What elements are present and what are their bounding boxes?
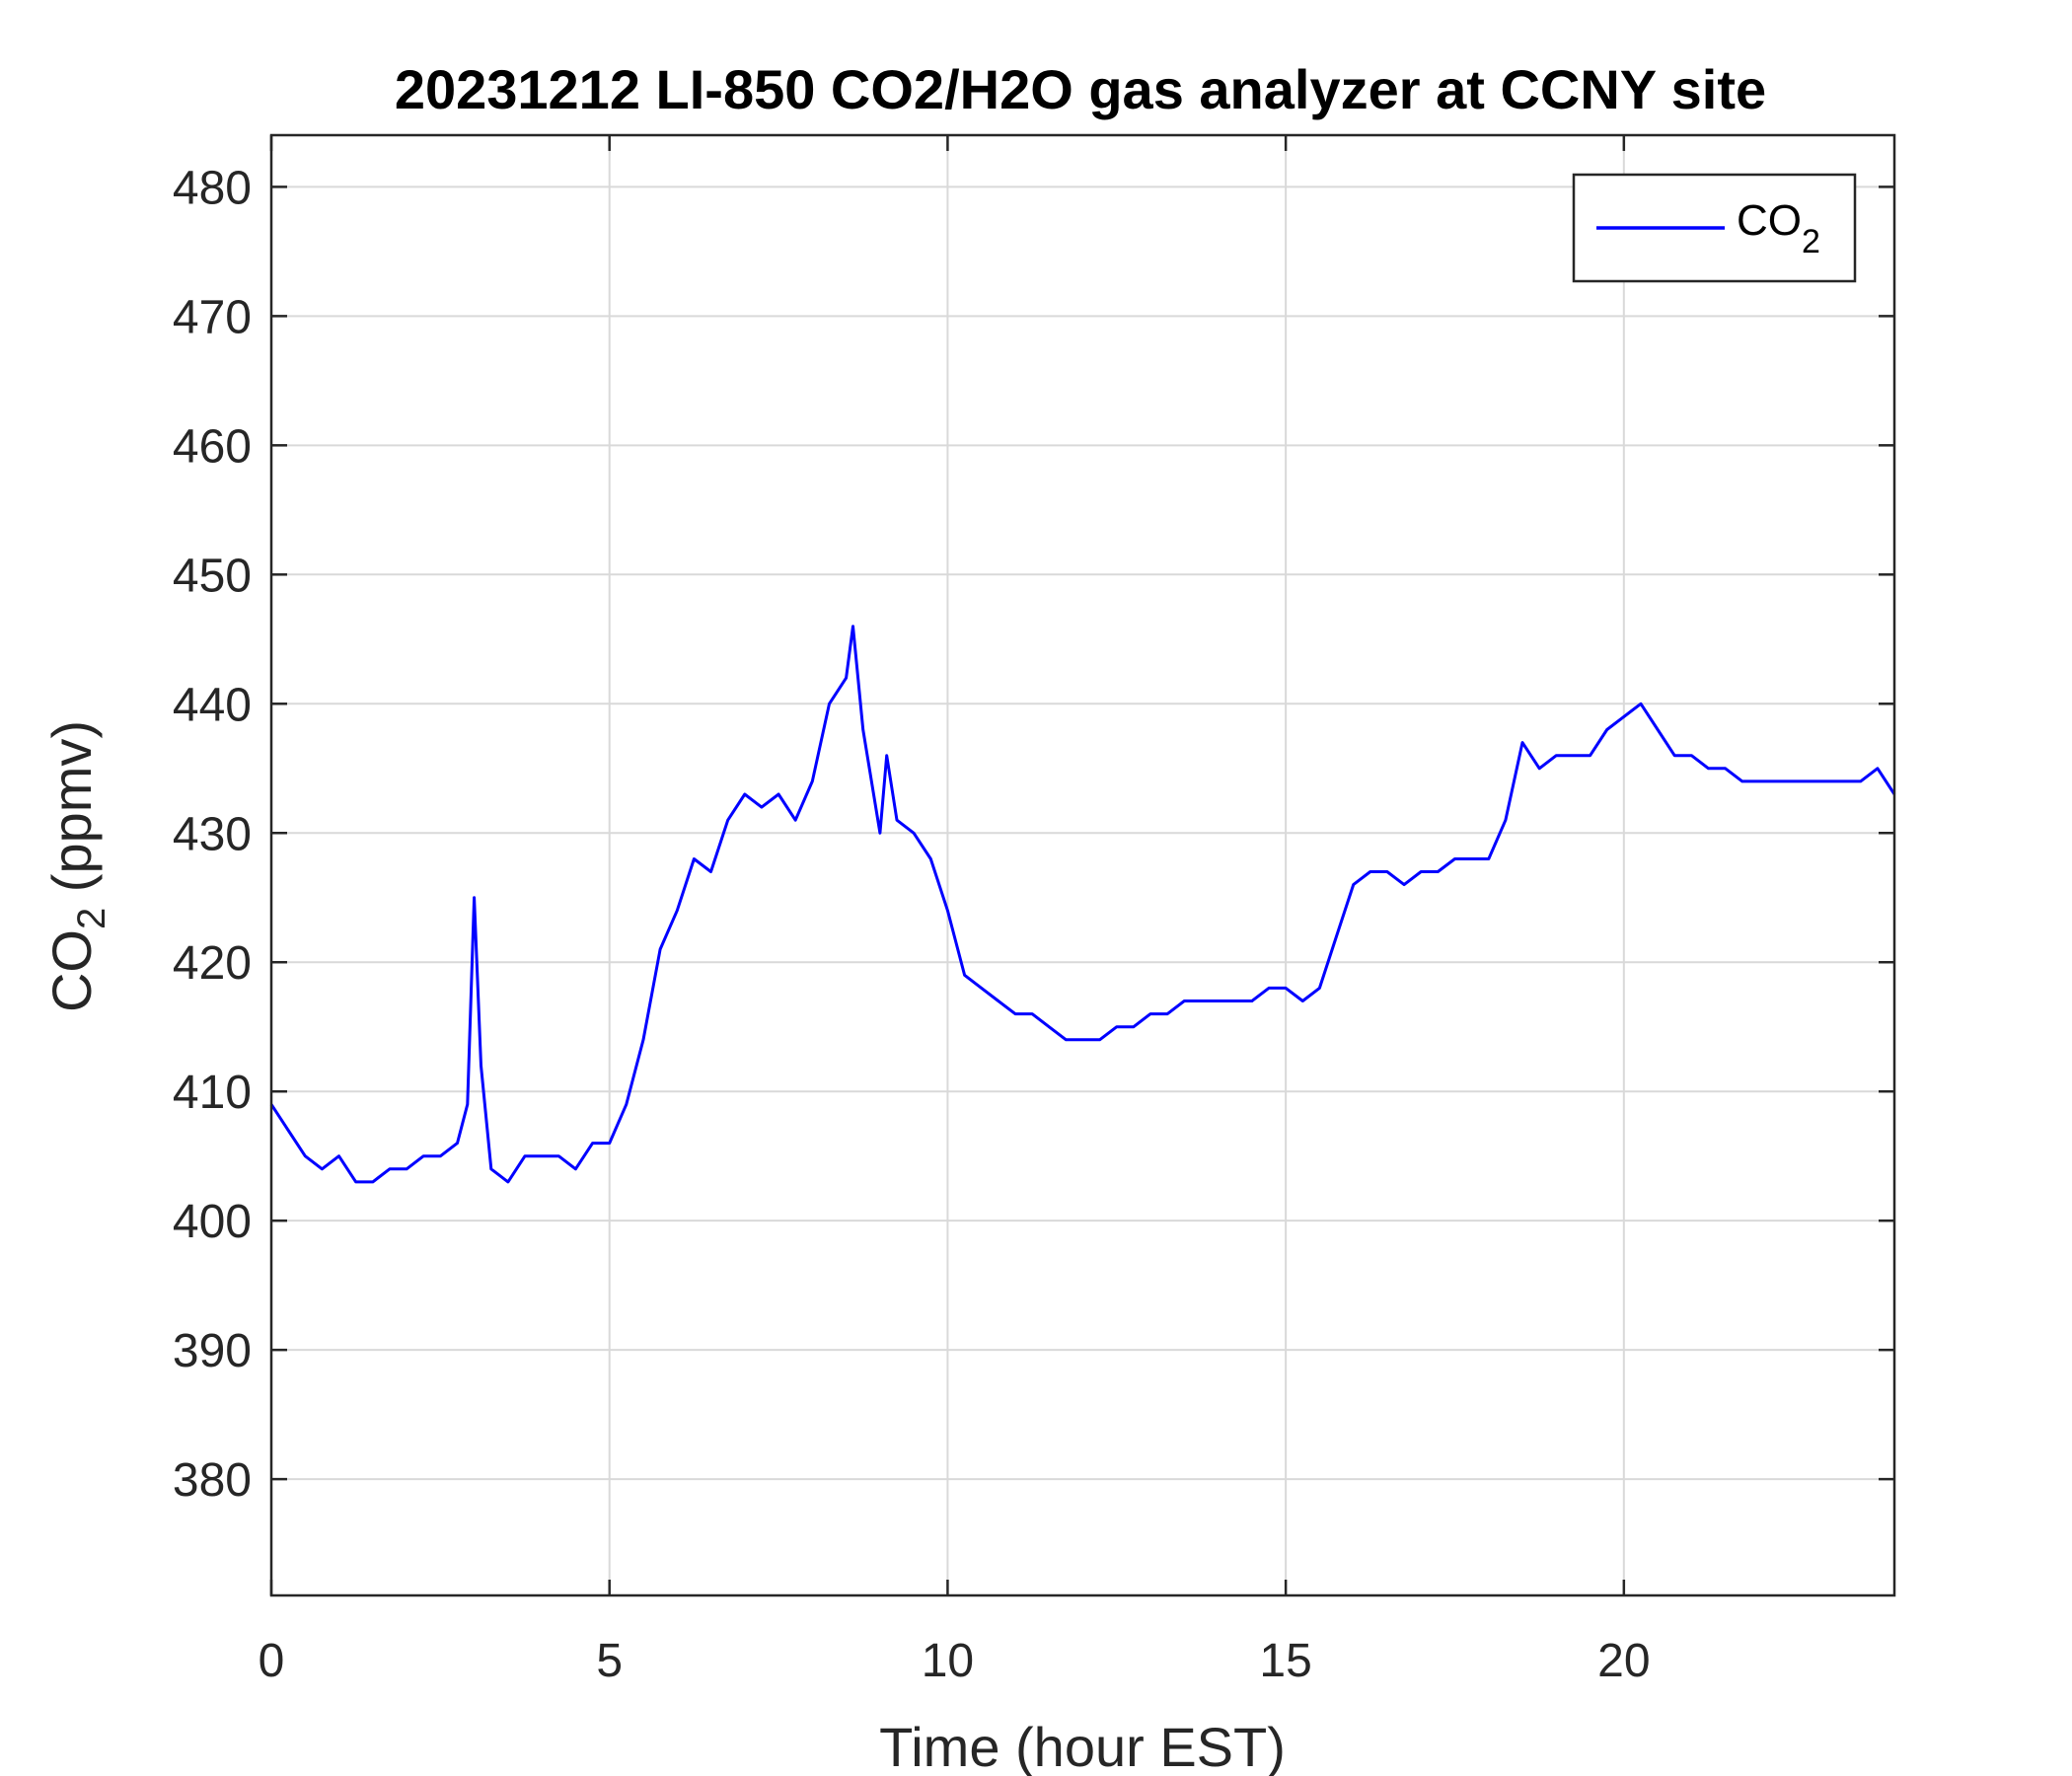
y-tick-label-420: 420 (173, 937, 252, 990)
x-tick-labels: 0 5 10 15 20 (259, 1635, 1651, 1687)
y-tick-labels: 380 390 400 410 420 430 440 450 460 470 480 (173, 162, 252, 1507)
svg-text:CO2: CO2 (1737, 196, 1820, 260)
y-tick-label-380: 380 (173, 1454, 252, 1507)
svg-text:CO2 (ppmv): CO2 (ppmv) (40, 720, 113, 1012)
y-axis-label-unit: (ppmv) (40, 720, 103, 908)
y-axis-label-subscript: 2 (70, 908, 113, 929)
chart-title: 20231212 LI-850 CO2/H2O gas analyzer at … (395, 58, 1766, 120)
y-tick-label-400: 400 (173, 1196, 252, 1248)
x-tick-label-5: 5 (596, 1635, 623, 1687)
series-line-co2 (269, 625, 1896, 1184)
x-tick-label-15: 15 (1259, 1635, 1311, 1687)
y-tick-label-390: 390 (173, 1325, 252, 1377)
y-tick-label-430: 430 (173, 808, 252, 860)
y-tick-label-480: 480 (173, 162, 252, 214)
y-axis-label-main: CO (40, 929, 103, 1012)
plot-area (271, 135, 1894, 1595)
y-tick-label-450: 450 (173, 550, 252, 602)
legend: CO2 (1572, 173, 1857, 283)
grid-lines (270, 135, 1894, 1595)
x-tick-label-10: 10 (922, 1635, 974, 1687)
y-tick-label-440: 440 (173, 679, 252, 731)
y-tick-label-460: 460 (173, 420, 252, 473)
y-axis-label: CO2 (ppmv) (40, 720, 113, 1012)
x-axis-label: Time (hour EST) (879, 1716, 1286, 1776)
data-series (269, 625, 1896, 1184)
plot-frame (269, 133, 1896, 1597)
x-tick-label-20: 20 (1597, 1635, 1650, 1687)
x-tick-label-0: 0 (259, 1635, 285, 1687)
y-tick-label-470: 470 (173, 291, 252, 343)
legend-label-co2-subscript: 2 (1802, 223, 1820, 260)
legend-label-co2: CO (1737, 196, 1802, 245)
y-tick-label-410: 410 (173, 1067, 252, 1119)
axis-ticks (269, 135, 1894, 1595)
